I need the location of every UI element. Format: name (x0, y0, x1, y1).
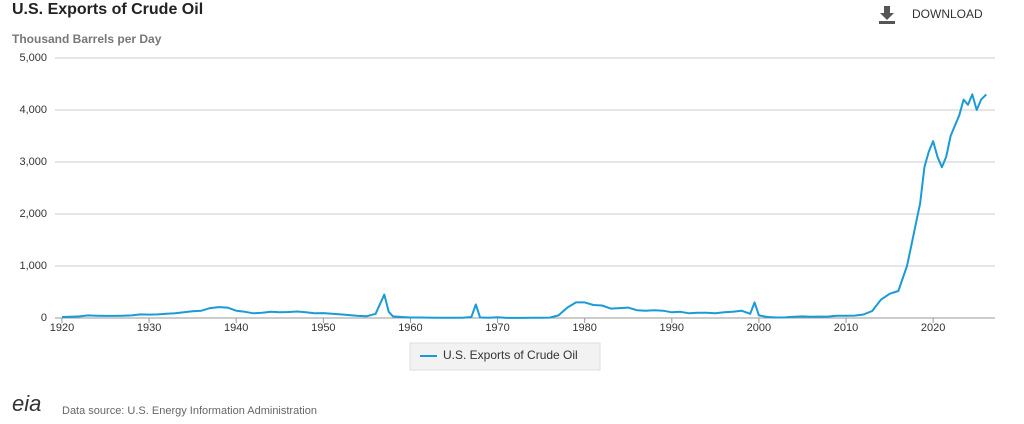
subtitle: Thousand Barrels per Day (12, 32, 162, 46)
y-tick-label: 4,000 (19, 104, 47, 116)
x-tick-label: 1950 (311, 322, 335, 334)
y-tick-label: 5,000 (19, 52, 47, 64)
x-tick-label: 1940 (224, 322, 248, 334)
download-label[interactable]: DOWNLOAD (912, 7, 983, 21)
x-tick-label: 1930 (137, 322, 161, 334)
x-tick-label: 2000 (747, 322, 771, 334)
y-tick-label: 3,000 (19, 156, 47, 168)
download-button[interactable]: DOWNLOAD (879, 6, 983, 24)
y-tick-label: 2,000 (19, 208, 47, 220)
source: Data source: U.S. Energy Information Adm… (62, 405, 317, 417)
y-tick-label: 0 (41, 312, 47, 324)
x-tick-label: 2010 (834, 322, 858, 334)
x-tick-label: 1920 (50, 322, 74, 334)
data-line (61, 93, 988, 319)
x-tick-label: 1980 (572, 322, 596, 334)
logo: eia (12, 391, 41, 416)
download-icon (879, 6, 895, 24)
legend-label[interactable]: U.S. Exports of Crude Oil (443, 348, 578, 362)
x-tick-label: 1990 (660, 322, 684, 334)
x-tick-label: 1960 (398, 322, 422, 334)
x-tick-label: 1970 (485, 322, 509, 334)
chart-title: U.S. Exports of Crude Oil (12, 1, 203, 18)
y-tick-label: 1,000 (19, 260, 47, 272)
x-tick-label: 2020 (921, 322, 945, 334)
legend[interactable] (409, 342, 601, 371)
